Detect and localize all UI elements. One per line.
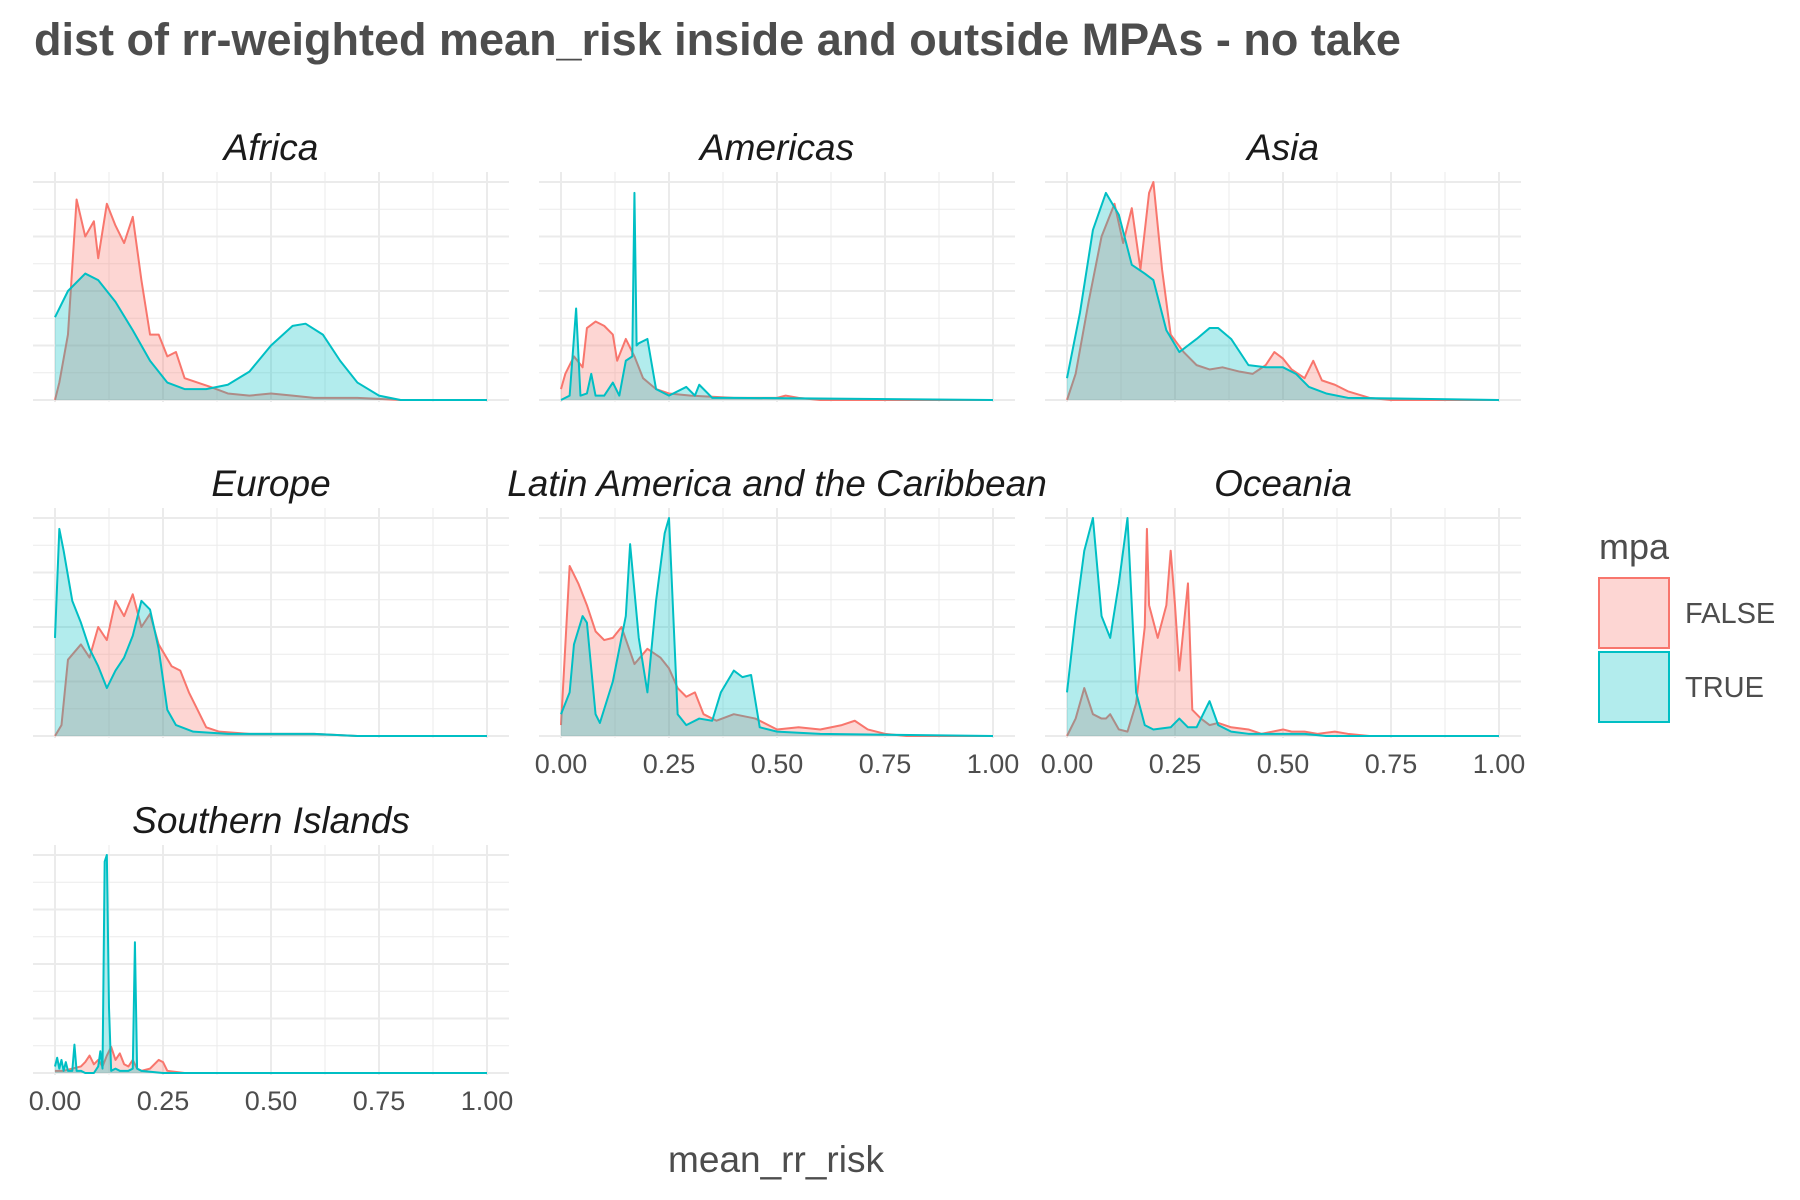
facet-label-africa: Africa	[222, 127, 319, 168]
gridlines	[539, 172, 1015, 402]
panel-africa: Africa	[33, 127, 509, 402]
density-line-false	[560, 564, 993, 737]
density-area-false	[561, 565, 993, 736]
facet-label-europe: Europe	[211, 463, 330, 504]
density-area-false	[55, 594, 487, 736]
density-area-true	[561, 518, 993, 736]
facet-panels: Africa Americas Asia Europe Latin America an…	[29, 127, 1526, 1116]
facet-label-latin-america-and-the-caribbean: Latin America and the Caribbean	[507, 463, 1047, 504]
x-tick-label: 0.75	[859, 749, 912, 779]
density-line-false	[560, 320, 993, 401]
x-tick-label: 0.50	[1257, 749, 1310, 779]
panel-europe: Europe	[33, 463, 509, 738]
x-tick-label: 0.00	[1041, 749, 1094, 779]
x-tick-label: 0.00	[535, 749, 588, 779]
panel-latin-america-and-the-caribbean: Latin America and the Caribbean 0.00 0.25 0…	[507, 463, 1047, 779]
legend-key-false	[1598, 577, 1670, 649]
legend-key-true	[1598, 651, 1670, 723]
x-tick-label: 0.75	[1365, 749, 1418, 779]
legend-title: mpa	[1599, 526, 1670, 567]
density-area-true	[55, 273, 487, 400]
x-tick-label: 0.25	[137, 1086, 190, 1116]
x-tick-label: 1.00	[1473, 749, 1526, 779]
density-area-false	[55, 1046, 487, 1073]
density-line-true	[560, 517, 994, 737]
legend: mpa FALSE TRUE	[1598, 526, 1775, 723]
gridlines	[33, 508, 509, 738]
density-line-false	[1066, 181, 1499, 401]
x-tick-label: 0.50	[245, 1086, 298, 1116]
x-tick-label: 0.50	[751, 749, 804, 779]
chart-title: dist of rr-weighted mean_risk inside and…	[34, 14, 1401, 65]
facet-label-americas: Americas	[698, 127, 854, 168]
density-area-false	[1067, 528, 1499, 736]
x-axis-title: mean_rr_risk	[668, 1139, 884, 1180]
facet-label-oceania: Oceania	[1214, 463, 1352, 504]
x-tick-label: 0.00	[29, 1086, 82, 1116]
density-line-true	[54, 854, 487, 1074]
panel-asia: Asia	[1045, 127, 1521, 402]
x-tick-label: 1.00	[461, 1086, 514, 1116]
panel-oceania: Oceania 0.00 0.25 0.50 0.75 1.00	[1041, 463, 1526, 779]
x-tick-label: 0.25	[643, 749, 696, 779]
density-area-true	[1067, 192, 1499, 400]
panel-americas: Americas	[539, 127, 1015, 402]
density-line-true	[1066, 517, 1499, 737]
legend-label-true: TRUE	[1685, 672, 1764, 704]
x-tick-label: 0.25	[1149, 749, 1202, 779]
density-area-true	[1067, 518, 1499, 736]
x-tick-label: 1.00	[967, 749, 1020, 779]
density-area-false	[561, 321, 993, 400]
x-tick-label: 0.75	[353, 1086, 406, 1116]
density-line-false	[54, 198, 487, 401]
legend-label-false: FALSE	[1685, 598, 1775, 630]
facet-label-asia: Asia	[1245, 127, 1319, 168]
facet-label-southern-islands: Southern Islands	[132, 800, 410, 841]
density-area-false	[55, 199, 487, 400]
panel-southern-islands: Southern Islands 0.00 0.25 0.50 0.75 1.00	[29, 800, 514, 1116]
density-line-true	[54, 527, 487, 737]
density-line-false	[55, 1045, 487, 1074]
density-line-true	[54, 272, 487, 401]
density-line-true	[560, 191, 994, 401]
density-line-false	[1066, 527, 1499, 737]
density-line-true	[1066, 191, 1500, 401]
